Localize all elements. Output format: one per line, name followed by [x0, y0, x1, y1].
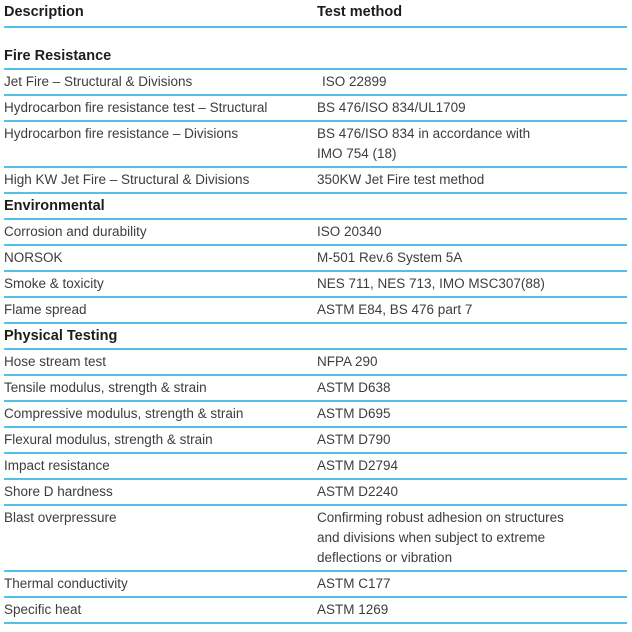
column-header-description: Description: [4, 4, 84, 20]
description-cell: Hose stream test: [4, 354, 107, 369]
table-row: Impact resistance ASTM D2794: [4, 454, 627, 480]
description-cell: Smoke & toxicity: [4, 276, 104, 291]
table-row: Corrosion and durability ISO 20340: [4, 220, 627, 246]
test-method-cell: ASTM E84, BS 476 part 7: [317, 302, 473, 317]
table-row: Tensile modulus, strength & strain ASTM …: [4, 376, 627, 402]
table-row: Shore D hardness ASTM D2240: [4, 480, 627, 506]
table-row: Flexural modulus, strength & strain ASTM…: [4, 428, 627, 454]
description-cell: Specific heat: [4, 602, 82, 617]
section-rows: Hose stream test NFPA 290 Tensile modulu…: [4, 350, 627, 624]
test-method-cell: ASTM D790: [317, 432, 391, 447]
table-row: Hose stream test NFPA 290: [4, 350, 627, 376]
description-cell: High KW Jet Fire – Structural & Division…: [4, 172, 250, 187]
section-title: Fire Resistance: [4, 44, 627, 70]
table-row: NORSOK M-501 Rev.6 System 5A: [4, 246, 627, 272]
test-method-cell: M-501 Rev.6 System 5A: [317, 250, 463, 265]
description-cell: Impact resistance: [4, 458, 110, 473]
description-cell: Flexural modulus, strength & strain: [4, 432, 213, 447]
section-title: Physical Testing: [4, 324, 627, 350]
column-header-test-method: Test method: [317, 4, 403, 20]
section-rows: Corrosion and durability ISO 20340 NORSO…: [4, 220, 627, 324]
table-row: Jet Fire – Structural & Divisions ISO 22…: [4, 70, 627, 96]
table-row: Blast overpressure Confirming robust adh…: [4, 506, 627, 572]
table-section: Physical Testing Hose stream test NFPA 2…: [4, 324, 627, 624]
table-row: Specific heat ASTM 1269: [4, 598, 627, 624]
section-title: Environmental: [4, 194, 627, 220]
description-cell: Blast overpressure: [4, 510, 117, 525]
description-cell: Tensile modulus, strength & strain: [4, 380, 207, 395]
description-cell: Hydrocarbon fire resistance – Divisions: [4, 126, 239, 141]
description-cell: Shore D hardness: [4, 484, 113, 499]
test-method-cell: ASTM 1269: [317, 602, 389, 617]
table-row: Compressive modulus, strength & strain A…: [4, 402, 627, 428]
table-section: Fire Resistance Jet Fire – Structural & …: [4, 44, 627, 194]
test-method-cell: 350KW Jet Fire test method: [317, 172, 485, 187]
table-row: Thermal conductivity ASTM C177: [4, 572, 627, 598]
table-row: Hydrocarbon fire resistance test – Struc…: [4, 96, 627, 122]
table-row: Smoke & toxicity NES 711, NES 713, IMO M…: [4, 272, 627, 298]
test-method-cell: NES 711, NES 713, IMO MSC307(88): [317, 276, 545, 291]
test-method-cell: ASTM D2794: [317, 458, 399, 473]
description-cell: NORSOK: [4, 250, 63, 265]
test-method-cell: BS 476/ISO 834 in accordance with IMO 75…: [317, 126, 531, 161]
table-row: Flame spread ASTM E84, BS 476 part 7: [4, 298, 627, 324]
table-section: Environmental Corrosion and durability I…: [4, 194, 627, 324]
test-method-cell: Confirming robust adhesion on structures…: [317, 510, 564, 565]
table-body: Fire Resistance Jet Fire – Structural & …: [4, 44, 627, 624]
table-header-row: Description Test method: [4, 2, 627, 28]
description-cell: Hydrocarbon fire resistance test – Struc…: [4, 100, 268, 115]
test-method-cell: ISO 20340: [317, 224, 382, 239]
table-row: High KW Jet Fire – Structural & Division…: [4, 168, 627, 194]
description-cell: Jet Fire – Structural & Divisions: [4, 74, 193, 89]
description-cell: Thermal conductivity: [4, 576, 128, 591]
section-rows: Jet Fire – Structural & Divisions ISO 22…: [4, 70, 627, 194]
table-row: Hydrocarbon fire resistance – Divisions …: [4, 122, 627, 168]
description-cell: Corrosion and durability: [4, 224, 147, 239]
description-cell: Compressive modulus, strength & strain: [4, 406, 244, 421]
test-method-cell: BS 476/ISO 834/UL1709: [317, 100, 466, 115]
test-method-cell: NFPA 290: [317, 354, 378, 369]
test-method-cell: ASTM C177: [317, 576, 391, 591]
description-cell: Flame spread: [4, 302, 87, 317]
test-method-cell: ASTM D695: [317, 406, 391, 421]
test-method-cell: ISO 22899: [322, 74, 387, 89]
test-method-cell: ASTM D638: [317, 380, 391, 395]
test-method-cell: ASTM D2240: [317, 484, 399, 499]
